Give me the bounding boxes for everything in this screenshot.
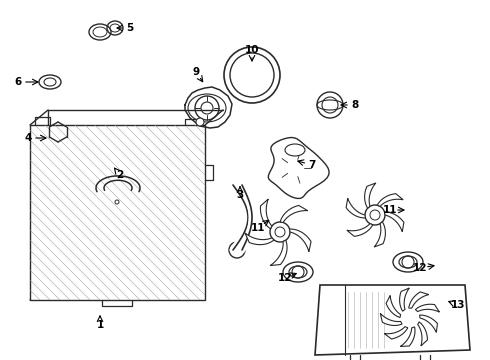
Polygon shape [380, 314, 402, 325]
Polygon shape [347, 224, 373, 236]
Polygon shape [377, 194, 403, 206]
Text: 1: 1 [97, 320, 103, 330]
Polygon shape [270, 240, 287, 266]
Polygon shape [386, 296, 401, 318]
Text: 9: 9 [193, 67, 199, 77]
Text: 8: 8 [351, 100, 359, 110]
Polygon shape [400, 288, 409, 311]
Text: 12: 12 [413, 263, 427, 273]
Polygon shape [409, 292, 429, 308]
Text: 12: 12 [278, 273, 292, 283]
Text: 10: 10 [245, 45, 259, 55]
Polygon shape [365, 183, 376, 208]
Polygon shape [419, 315, 438, 332]
Circle shape [115, 200, 119, 204]
Text: 13: 13 [451, 300, 465, 310]
Text: 11: 11 [251, 223, 265, 233]
Polygon shape [261, 199, 272, 229]
Polygon shape [417, 322, 427, 346]
Polygon shape [374, 222, 386, 247]
Text: 2: 2 [117, 170, 123, 180]
Polygon shape [385, 212, 404, 232]
Ellipse shape [285, 144, 305, 156]
Polygon shape [315, 285, 470, 355]
Polygon shape [346, 198, 366, 218]
Circle shape [196, 118, 204, 126]
Polygon shape [416, 304, 440, 312]
Text: 5: 5 [126, 23, 134, 33]
Text: 6: 6 [14, 77, 22, 87]
Polygon shape [245, 233, 274, 245]
Polygon shape [280, 206, 308, 222]
Text: 4: 4 [24, 133, 32, 143]
Text: 11: 11 [383, 205, 397, 215]
Text: 7: 7 [308, 160, 316, 170]
Polygon shape [290, 229, 311, 252]
Polygon shape [384, 327, 408, 339]
Text: 3: 3 [236, 190, 244, 200]
Polygon shape [400, 327, 415, 346]
Bar [30, 125, 205, 300]
Polygon shape [269, 138, 329, 198]
